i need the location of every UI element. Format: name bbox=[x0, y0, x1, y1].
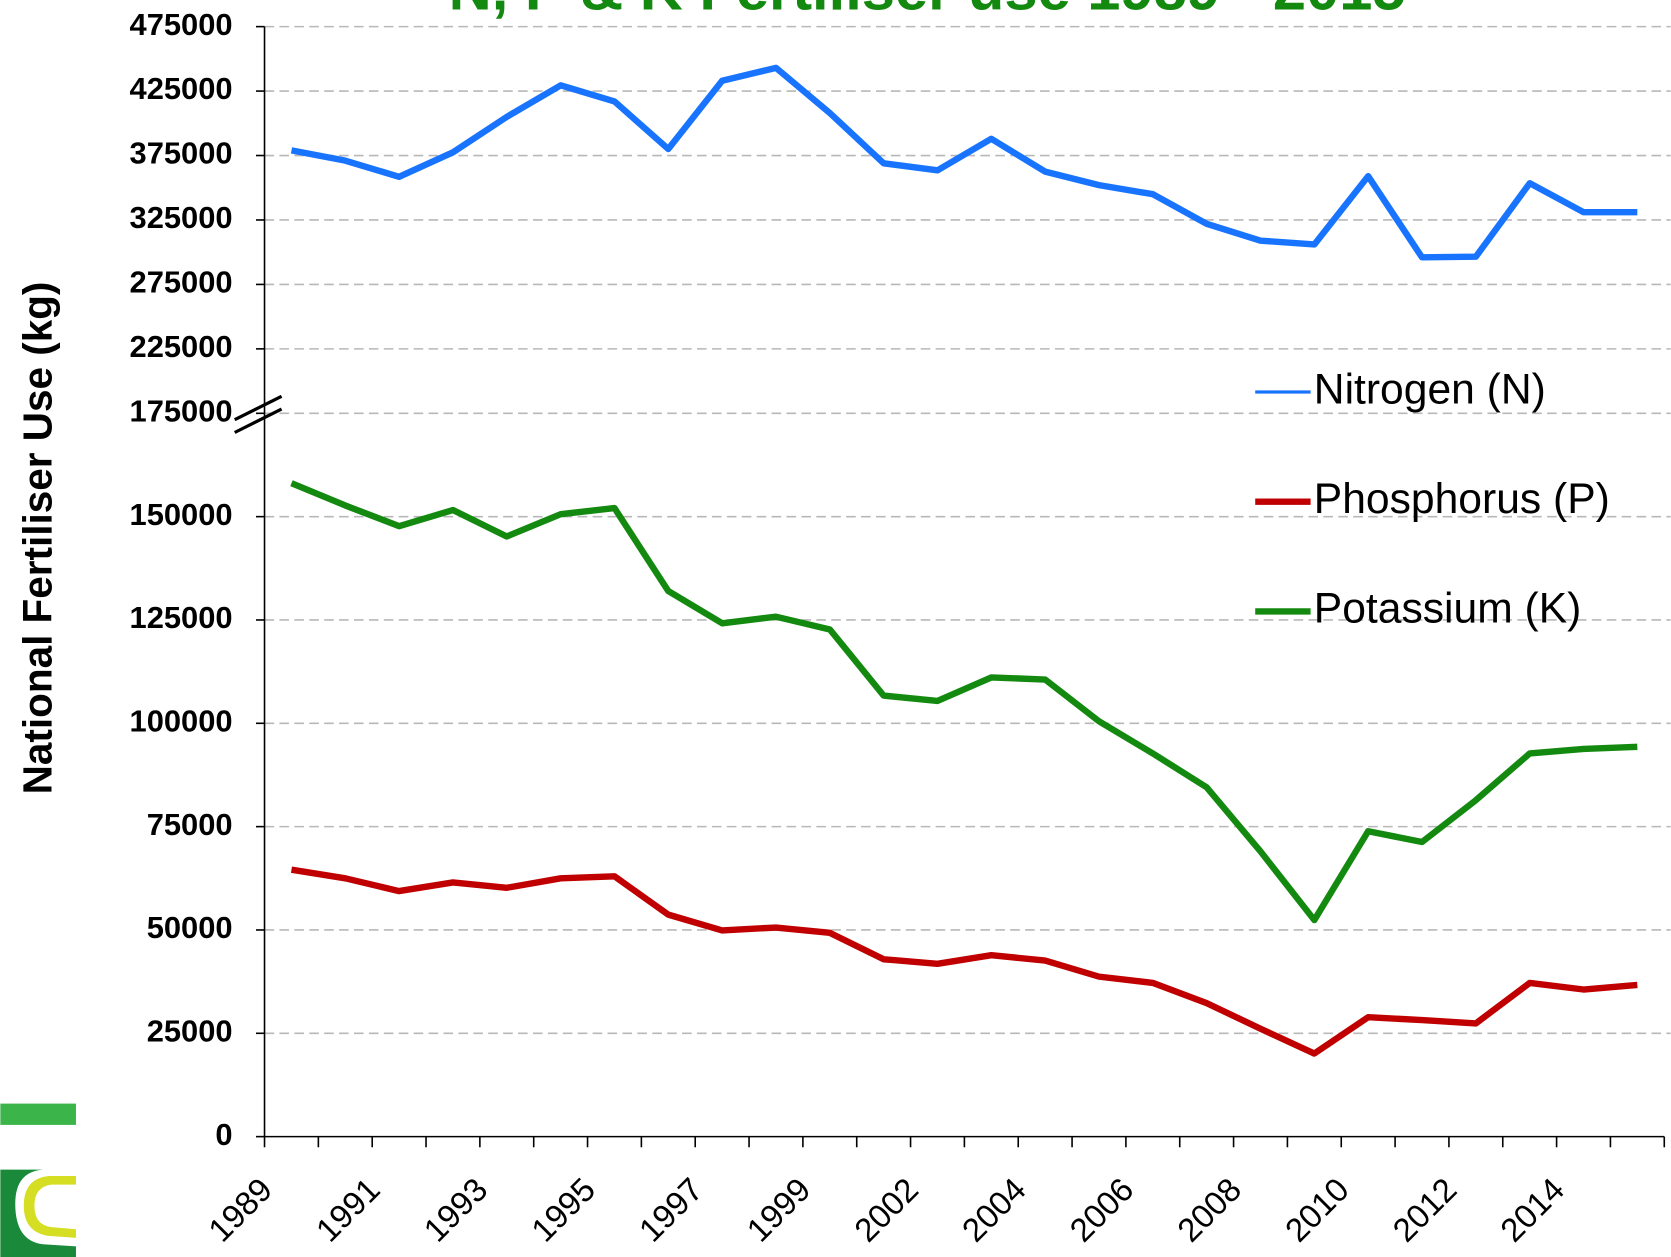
legend-label: Potassium (K) bbox=[1314, 585, 1582, 633]
y-tick-label: 25000 bbox=[147, 1013, 233, 1048]
chart-title: N, P & K Fertiliser use 1989 - 2015 bbox=[449, 0, 1406, 22]
series-line bbox=[290, 64, 1638, 261]
y-tick-label: 125000 bbox=[130, 600, 233, 635]
logo bbox=[0, 1103, 76, 1257]
x-tick-label: 1997 bbox=[632, 1171, 710, 1249]
logo-bar bbox=[0, 1103, 76, 1125]
logo-accent bbox=[23, 1176, 76, 1238]
x-tick-label: 2006 bbox=[1062, 1171, 1140, 1249]
x-tick-label: 2002 bbox=[847, 1171, 925, 1249]
y-axis-label: National Fertiliser Use (kg) bbox=[15, 282, 61, 795]
axis-break-mark bbox=[233, 407, 283, 434]
x-tick-label: 1991 bbox=[309, 1171, 387, 1249]
y-tick-label: 100000 bbox=[130, 703, 233, 738]
y-tick-label: 75000 bbox=[147, 807, 233, 842]
legend-label: Phosphorus (P) bbox=[1314, 475, 1610, 523]
x-tick-label: 1989 bbox=[201, 1171, 279, 1249]
y-tick-label: 0 bbox=[215, 1117, 232, 1152]
series-line bbox=[290, 480, 1638, 924]
x-tick-label: 1995 bbox=[524, 1171, 602, 1249]
logo-shape bbox=[0, 1169, 76, 1257]
y-tick-label: 325000 bbox=[130, 200, 233, 235]
x-tick-label: 1999 bbox=[739, 1171, 817, 1249]
y-tick-label: 475000 bbox=[130, 7, 233, 42]
legend-label: Nitrogen (N) bbox=[1314, 365, 1546, 413]
y-tick-label: 225000 bbox=[130, 329, 233, 364]
x-tick-label: 2008 bbox=[1170, 1171, 1248, 1249]
axis-break-mark bbox=[233, 394, 283, 422]
y-tick-label: 275000 bbox=[130, 265, 233, 300]
y-tick-label: 150000 bbox=[130, 497, 233, 532]
series-line bbox=[290, 866, 1638, 1057]
y-tick-label: 175000 bbox=[130, 393, 233, 428]
y-tick-label: 375000 bbox=[130, 136, 233, 171]
x-tick-label: 2010 bbox=[1278, 1171, 1356, 1249]
x-tick-label: 2004 bbox=[955, 1171, 1033, 1249]
y-tick-label: 50000 bbox=[147, 910, 233, 945]
x-tick-label: 2014 bbox=[1493, 1171, 1571, 1249]
x-tick-label: 1993 bbox=[416, 1171, 494, 1249]
y-tick-label: 425000 bbox=[130, 71, 233, 106]
x-tick-label: 2012 bbox=[1385, 1171, 1463, 1249]
